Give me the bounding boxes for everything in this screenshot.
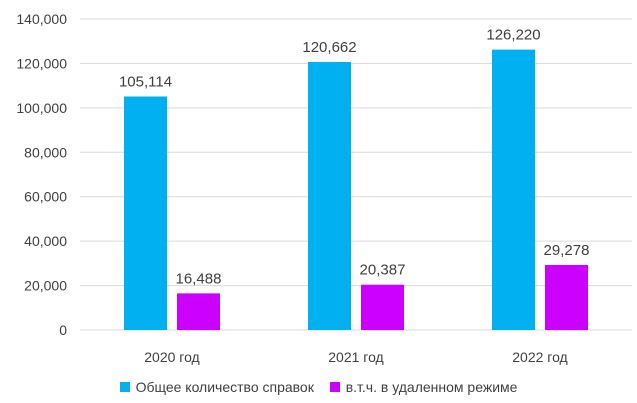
data-label: 16,488	[176, 270, 222, 287]
y-tick-label: 120,000	[16, 55, 67, 71]
y-tick-label: 60,000	[24, 189, 67, 205]
data-label: 20,387	[360, 262, 406, 279]
legend-swatch-series-1	[119, 382, 130, 393]
legend-item-series-2: в.т.ч. в удаленном режиме	[329, 379, 518, 395]
bar	[308, 61, 351, 331]
legend-swatch-series-2	[329, 382, 340, 393]
y-tick-label: 80,000	[24, 144, 67, 160]
data-label: 120,662	[302, 39, 356, 56]
y-tick-label: 0	[59, 322, 67, 338]
y-tick-label: 20,000	[24, 278, 67, 294]
y-tick-label: 100,000	[16, 100, 67, 116]
y-tick-label: 40,000	[24, 233, 67, 249]
data-label: 29,278	[544, 242, 590, 259]
x-category-label: 2020 год	[144, 349, 199, 365]
bar	[492, 49, 535, 330]
x-category-label: 2022 год	[512, 349, 567, 365]
legend: Общее количество справок в.т.ч. в удален…	[0, 379, 637, 395]
data-label: 126,220	[486, 27, 540, 44]
legend-item-series-1: Общее количество справок	[119, 379, 314, 395]
legend-label-series-2: в.т.ч. в удаленном режиме	[345, 379, 518, 395]
bar	[545, 264, 588, 330]
x-category-label: 2021 год	[328, 349, 383, 365]
y-tick-label: 140,000	[16, 11, 67, 27]
data-label: 105,114	[119, 73, 172, 90]
bar	[361, 284, 404, 330]
bar	[124, 96, 167, 330]
legend-label-series-1: Общее количество справок	[135, 379, 314, 395]
bar	[177, 293, 220, 330]
